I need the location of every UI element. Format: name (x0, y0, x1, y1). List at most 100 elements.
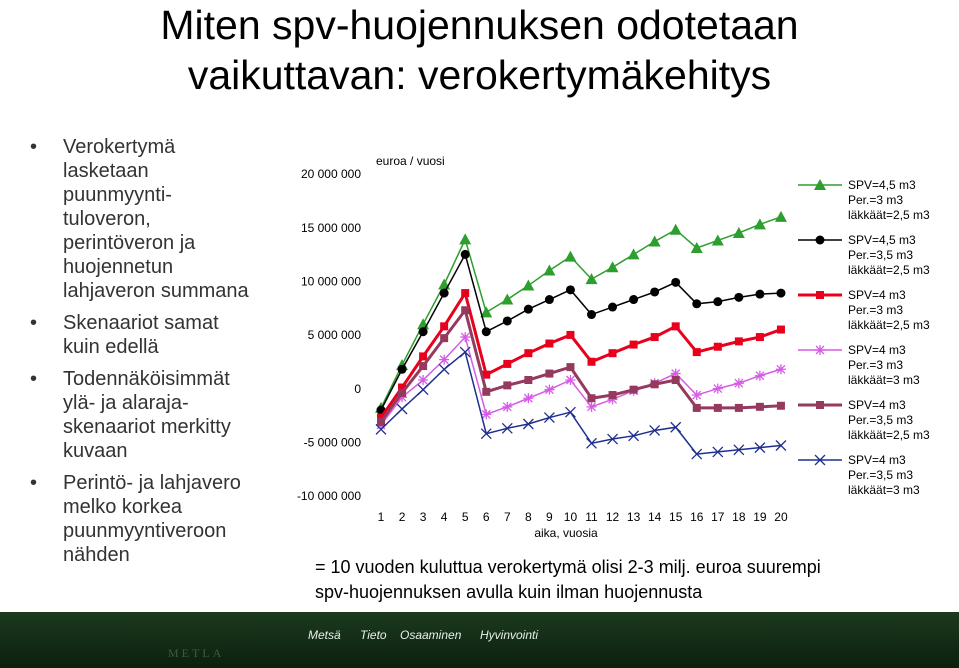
data-point (375, 423, 387, 435)
data-point (480, 428, 492, 440)
series-line (380, 216, 782, 409)
chart: 20 000 000 15 000 000 10 000 000 5 000 000 0… (297, 154, 842, 540)
data-point (606, 261, 619, 273)
data-point (734, 292, 744, 302)
x-tick-label: 18 (732, 510, 746, 524)
data-point (501, 293, 514, 305)
series-line (379, 289, 782, 419)
y-tick-label: 5 000 000 (308, 328, 362, 342)
legend-label: SPV=4,5 m3 Per.=3,5 m3 läkkäät=2,5 m3 (848, 233, 930, 277)
data-point (397, 364, 407, 374)
data-point (734, 337, 743, 346)
x-tick-label: 12 (606, 510, 620, 524)
data-point (545, 369, 554, 378)
data-point (607, 394, 618, 405)
data-point (566, 363, 575, 372)
x-tick-label: 3 (420, 510, 427, 524)
data-point (629, 385, 638, 394)
bullet: Skenaariot samat kuin edellä (30, 311, 280, 359)
data-point (776, 401, 785, 410)
data-point (587, 394, 596, 403)
data-point (461, 306, 470, 315)
legend-marker (816, 401, 824, 409)
data-point (544, 295, 554, 305)
logo: METLA (168, 646, 224, 660)
data-point (733, 444, 745, 456)
x-tick-label: 20 (774, 510, 788, 524)
data-point (545, 339, 554, 348)
data-point (502, 401, 513, 412)
data-point (713, 403, 722, 412)
data-point (650, 287, 660, 297)
data-point (712, 446, 724, 458)
data-point (629, 340, 638, 349)
data-point (733, 378, 744, 389)
data-point (650, 380, 659, 389)
data-point (523, 393, 534, 404)
data-point (460, 249, 470, 259)
x-axis-label: aika, vuosia (534, 526, 598, 540)
data-point (649, 424, 661, 436)
legend-marker (814, 454, 826, 466)
data-point (754, 442, 766, 454)
x-tick-label: 7 (504, 510, 511, 524)
data-point (419, 352, 428, 361)
data-point (440, 334, 449, 343)
data-point (608, 391, 617, 400)
data-point (459, 233, 472, 245)
data-point (481, 409, 492, 420)
data-point (501, 422, 513, 434)
data-point (629, 295, 639, 305)
y-tick-label: 15 000 000 (301, 221, 361, 235)
data-point (481, 327, 491, 337)
data-point (396, 403, 408, 415)
data-point (711, 234, 724, 246)
data-point (755, 289, 765, 299)
data-point (482, 370, 491, 379)
y-tick-label: -10 000 000 (297, 489, 361, 503)
footer: METLA Metsä Tieto Osaaminen Hyvinvointi (0, 612, 959, 668)
data-point (608, 349, 617, 358)
data-point (524, 376, 533, 385)
data-point (586, 401, 597, 412)
data-point (566, 330, 575, 339)
data-point (397, 392, 408, 403)
x-tick-label: 4 (441, 510, 448, 524)
data-point (692, 348, 701, 357)
bullet: Todennäköisimmät ylä- ja alaraja- skenaa… (30, 367, 280, 463)
data-point (503, 359, 512, 368)
series-line (380, 350, 782, 455)
data-point (628, 430, 640, 442)
data-point (607, 433, 619, 445)
bullet: Perintö- ja lahjavero melko korkea puunm… (30, 471, 280, 567)
data-point (418, 327, 428, 337)
data-point (648, 235, 661, 247)
data-point (543, 412, 555, 424)
bullet: Verokertymä lasketaan puunmyynti- tulove… (30, 135, 280, 303)
data-point (544, 384, 555, 395)
legend-marker (815, 345, 825, 355)
footer-item: Tieto (360, 628, 387, 642)
data-point (669, 223, 682, 235)
data-point (755, 402, 764, 411)
data-point (670, 368, 681, 379)
bullet-list: Verokertymä lasketaan puunmyynti- tulove… (30, 135, 280, 575)
data-point (439, 288, 449, 298)
data-point (543, 264, 556, 276)
legend-marker (815, 235, 825, 245)
data-point (482, 387, 491, 396)
x-tick-label: 2 (399, 510, 406, 524)
data-point (774, 210, 787, 222)
slide-title: Miten spv-huojennuksen odotetaan vaikutt… (160, 2, 799, 98)
data-point (713, 342, 722, 351)
footer-item: Osaaminen (400, 628, 462, 642)
data-point (503, 381, 512, 390)
data-point (608, 302, 618, 312)
legend-label: SPV=4 m3 Per.=3,5 m3 läkkäät=3 m3 (848, 453, 920, 497)
data-point (459, 346, 471, 358)
data-point (564, 406, 576, 418)
data-point (439, 354, 450, 365)
data-point (585, 273, 598, 285)
data-point (565, 375, 576, 386)
data-point (732, 226, 745, 238)
